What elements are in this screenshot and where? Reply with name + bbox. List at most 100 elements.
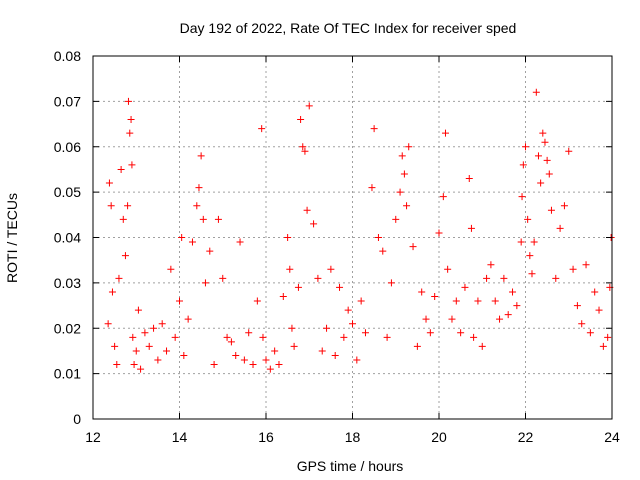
data-point <box>310 220 318 228</box>
data-point <box>556 224 564 232</box>
data-point <box>107 202 115 210</box>
data-point <box>400 170 408 178</box>
data-point <box>286 265 294 273</box>
data-point <box>370 125 378 133</box>
y-axis-ticks: 0 0.01 0.02 0.03 0.04 0.05 0.06 0.07 0.08 <box>54 48 612 427</box>
data-point <box>197 152 205 160</box>
data-point <box>461 283 469 291</box>
data-point <box>150 324 158 332</box>
data-point <box>137 365 145 373</box>
x-axis-ticks: 12 14 16 18 20 22 24 <box>85 56 620 445</box>
data-point <box>444 265 452 273</box>
data-point <box>500 274 508 282</box>
data-point <box>284 234 292 241</box>
data-point <box>518 193 526 201</box>
y-tick-label: 0.01 <box>54 366 81 382</box>
data-point <box>336 283 344 291</box>
data-point <box>130 361 138 369</box>
data-point <box>158 320 166 328</box>
data-point <box>227 338 235 346</box>
data-point <box>301 147 309 155</box>
y-tick-label: 0.04 <box>54 230 81 246</box>
data-point <box>171 333 179 341</box>
data-point <box>431 292 439 300</box>
data-point <box>534 152 542 160</box>
y-tick-label: 0.02 <box>54 320 81 336</box>
data-point <box>353 356 361 364</box>
y-tick-label: 0 <box>73 411 81 427</box>
data-point <box>126 129 134 137</box>
data-point <box>104 320 112 328</box>
data-point <box>167 265 175 273</box>
data-point <box>387 279 395 287</box>
data-points <box>104 88 615 373</box>
x-tick-label: 16 <box>258 429 274 445</box>
data-point <box>474 297 482 305</box>
data-point <box>303 206 311 214</box>
data-point <box>259 333 267 341</box>
data-point <box>539 129 547 137</box>
data-point <box>578 320 586 328</box>
data-point <box>595 306 603 314</box>
data-point <box>288 324 296 332</box>
data-point <box>108 288 116 296</box>
data-point <box>113 361 121 369</box>
data-point <box>275 361 283 369</box>
x-tick-label: 24 <box>604 429 620 445</box>
data-point <box>530 238 538 246</box>
data-point <box>214 215 222 223</box>
data-point <box>195 184 203 192</box>
data-point <box>117 165 125 173</box>
data-point <box>383 333 391 341</box>
data-point <box>379 247 387 255</box>
data-point <box>392 215 400 223</box>
data-point <box>141 329 149 337</box>
data-point <box>290 342 298 350</box>
data-point <box>398 152 406 160</box>
data-point <box>586 329 594 337</box>
data-point <box>368 184 376 192</box>
y-tick-label: 0.08 <box>54 48 81 64</box>
data-point <box>483 274 491 282</box>
data-point <box>487 261 495 269</box>
data-point <box>435 229 443 237</box>
data-point <box>297 116 305 124</box>
data-point <box>249 361 257 369</box>
data-point <box>457 329 465 337</box>
data-point <box>163 347 171 355</box>
data-point <box>405 143 413 151</box>
data-point <box>223 333 231 341</box>
data-point <box>522 143 529 151</box>
data-point <box>279 292 287 300</box>
data-point <box>357 297 365 305</box>
data-point <box>127 116 135 124</box>
data-point <box>145 342 153 350</box>
y-tick-label: 0.03 <box>54 275 81 291</box>
data-point <box>236 238 244 246</box>
data-point <box>374 234 382 241</box>
data-point <box>210 361 218 369</box>
data-point <box>545 170 553 178</box>
data-point <box>552 274 560 282</box>
data-point <box>599 342 607 350</box>
data-point <box>340 333 348 341</box>
grid-lines <box>93 56 612 419</box>
x-tick-label: 12 <box>85 429 101 445</box>
data-point <box>327 265 335 273</box>
data-point <box>245 329 253 337</box>
data-point <box>318 347 326 355</box>
data-point <box>470 333 478 341</box>
data-point <box>121 252 129 260</box>
x-tick-label: 22 <box>518 429 534 445</box>
data-point <box>193 202 201 210</box>
data-point <box>115 274 123 282</box>
data-point <box>344 306 352 314</box>
y-axis-label: ROTI / TECUs <box>4 193 20 283</box>
data-point <box>294 283 302 291</box>
data-point <box>496 315 504 323</box>
data-point <box>413 342 421 350</box>
data-point <box>403 202 411 210</box>
data-point <box>591 288 599 296</box>
data-point <box>305 102 313 110</box>
